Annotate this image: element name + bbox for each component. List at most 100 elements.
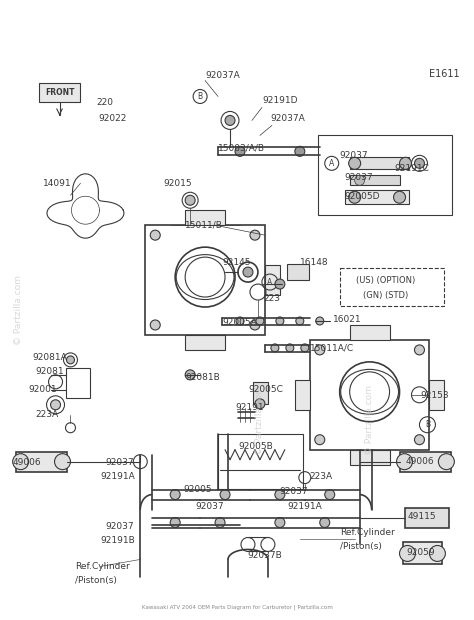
Text: 92081A: 92081A (33, 353, 67, 363)
Text: B: B (425, 420, 430, 429)
Circle shape (256, 317, 264, 325)
Text: 92037A: 92037A (205, 71, 240, 80)
Circle shape (170, 490, 180, 500)
Text: 92191B: 92191B (100, 536, 135, 545)
Circle shape (414, 435, 424, 445)
Circle shape (355, 175, 365, 185)
Text: 92005D: 92005D (345, 192, 380, 201)
Text: 220: 220 (96, 98, 113, 107)
Text: 92153: 92153 (420, 391, 449, 401)
Circle shape (400, 546, 416, 562)
Text: 92001: 92001 (28, 385, 57, 394)
Circle shape (185, 370, 195, 380)
Circle shape (320, 518, 330, 528)
Circle shape (400, 157, 411, 169)
Circle shape (271, 344, 279, 352)
Circle shape (235, 146, 245, 156)
Circle shape (150, 230, 160, 240)
Text: 223A: 223A (310, 472, 333, 481)
Circle shape (295, 146, 305, 156)
Bar (287, 264, 309, 280)
Text: 92081: 92081 (36, 368, 64, 376)
Bar (350, 175, 400, 185)
Text: 92005: 92005 (183, 485, 212, 494)
Circle shape (325, 490, 335, 500)
Circle shape (397, 454, 412, 469)
Bar (402, 542, 442, 564)
Text: 92191A: 92191A (100, 472, 135, 481)
Text: (GN) (STD): (GN) (STD) (363, 291, 408, 299)
Bar (145, 225, 265, 335)
Circle shape (150, 320, 160, 330)
Circle shape (51, 400, 61, 410)
Bar (295, 380, 310, 410)
Text: 92005A: 92005A (222, 319, 257, 327)
Text: 15011A/C: 15011A/C (310, 343, 354, 352)
Text: FRONT: FRONT (45, 88, 74, 97)
Bar (429, 380, 445, 410)
Text: 92191C: 92191C (394, 164, 429, 173)
Text: 92022: 92022 (99, 114, 127, 123)
Circle shape (296, 317, 304, 325)
Text: 92037B: 92037B (247, 551, 282, 560)
Text: 92015: 92015 (163, 179, 192, 188)
Text: 92037: 92037 (105, 458, 134, 467)
Text: 15003/A/B: 15003/A/B (218, 144, 265, 153)
Text: 92037: 92037 (345, 173, 374, 182)
Circle shape (55, 454, 71, 469)
Bar (350, 450, 390, 464)
Bar (185, 210, 225, 225)
Text: © Partzilla.com: © Partzilla.com (255, 385, 264, 454)
Bar (16, 452, 67, 472)
Circle shape (429, 546, 446, 562)
Bar (340, 268, 445, 306)
Bar (350, 325, 390, 340)
Circle shape (225, 115, 235, 125)
Text: 223: 223 (263, 293, 280, 303)
Circle shape (438, 454, 455, 469)
Circle shape (316, 317, 324, 325)
Bar (253, 382, 268, 404)
Circle shape (275, 279, 285, 289)
Bar (345, 190, 410, 204)
Bar (65, 368, 91, 398)
Text: © Partzilla.com: © Partzilla.com (365, 385, 374, 454)
Text: /Piston(s): /Piston(s) (75, 576, 118, 585)
Bar (185, 335, 225, 350)
Text: A: A (267, 278, 273, 286)
Text: /Piston(s): /Piston(s) (340, 542, 382, 551)
Circle shape (301, 344, 309, 352)
Circle shape (414, 158, 424, 168)
Text: 49006: 49006 (405, 457, 434, 466)
Text: 92191D: 92191D (262, 96, 297, 105)
Circle shape (220, 490, 230, 500)
Bar (38, 82, 81, 102)
Text: 49115: 49115 (408, 512, 436, 521)
Text: E1611: E1611 (429, 69, 460, 79)
Circle shape (236, 317, 244, 325)
Text: 92191: 92191 (235, 403, 264, 412)
Text: (US) (OPTION): (US) (OPTION) (356, 275, 415, 285)
Bar (265, 265, 280, 295)
Circle shape (66, 356, 74, 364)
Text: 223A: 223A (36, 410, 59, 419)
Circle shape (349, 157, 361, 169)
Circle shape (215, 518, 225, 528)
Text: 92037: 92037 (340, 151, 368, 160)
Circle shape (286, 344, 294, 352)
Text: © Partzilla.com: © Partzilla.com (14, 275, 23, 345)
Bar (318, 135, 452, 215)
Circle shape (349, 191, 361, 203)
Text: 92059: 92059 (407, 548, 435, 557)
Circle shape (185, 195, 195, 205)
Bar (310, 340, 429, 450)
Text: 92037: 92037 (195, 502, 224, 511)
Circle shape (393, 191, 405, 203)
Text: A: A (329, 159, 334, 168)
Text: B: B (198, 92, 203, 101)
Circle shape (275, 518, 285, 528)
Text: 15011/B: 15011/B (185, 221, 223, 229)
Circle shape (13, 454, 28, 469)
Text: 92037: 92037 (105, 522, 134, 531)
Circle shape (170, 518, 180, 528)
